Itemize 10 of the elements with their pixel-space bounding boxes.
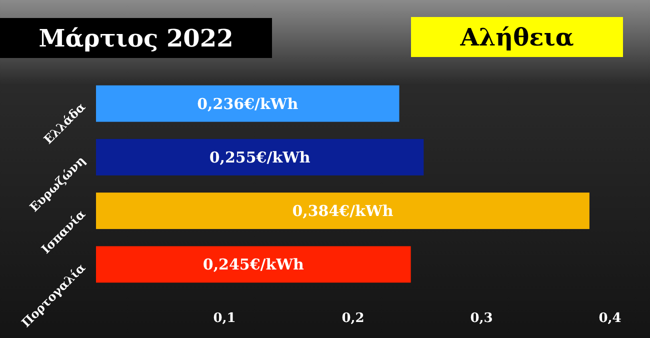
data-label: 0,255€/kWh [209, 148, 310, 166]
x-tick-label: 0,4 [598, 311, 622, 326]
x-tick-label: 0,3 [470, 311, 493, 326]
x-tick-label: 0,2 [342, 311, 364, 326]
x-tick-label: 0,1 [213, 311, 236, 326]
data-label: 0,245€/kWh [202, 256, 304, 274]
data-label: 0,384€/kWh [292, 202, 394, 220]
data-label: 0,236€/kWh [197, 94, 298, 113]
chart-subtitle: Αλήθεια [459, 22, 574, 52]
chart-title: Μάρτιος 2022 [38, 23, 234, 52]
